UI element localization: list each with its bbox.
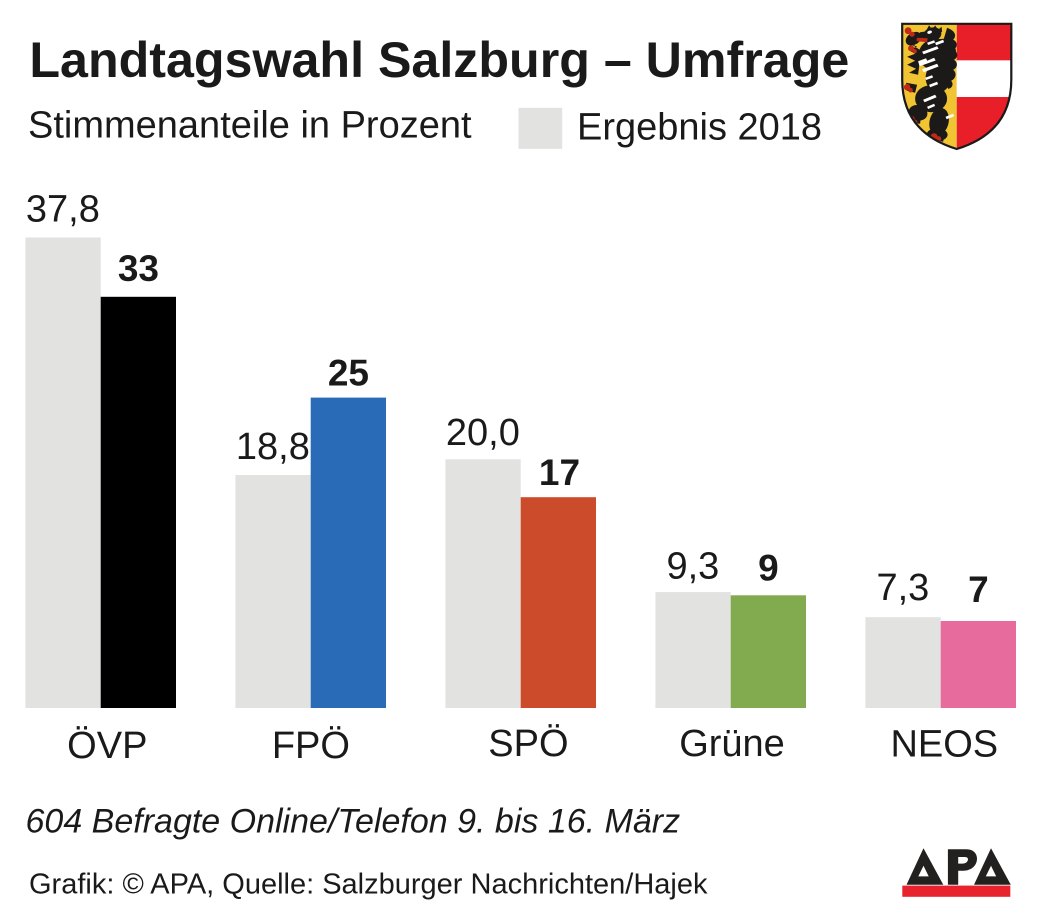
svg-text:7: 7 [968,569,989,610]
svg-text:604 Befragte Online/Telefon 9.: 604 Befragte Online/Telefon 9. bis 16. M… [26,803,681,841]
svg-text:17: 17 [539,452,580,493]
svg-text:20,0: 20,0 [446,412,520,454]
svg-text:Stimmenanteile in Prozent: Stimmenanteile in Prozent [28,105,472,147]
svg-text:Ergebnis 2018: Ergebnis 2018 [577,106,822,148]
svg-text:33: 33 [118,248,159,289]
svg-text:SPÖ: SPÖ [488,723,568,765]
svg-text:9,3: 9,3 [666,546,719,588]
svg-text:18,8: 18,8 [236,426,310,468]
svg-text:ÖVP: ÖVP [67,725,147,767]
svg-text:NEOS: NEOS [890,724,998,766]
svg-text:25: 25 [328,353,369,394]
svg-text:Landtagswahl Salzburg – Umfrag: Landtagswahl Salzburg – Umfrage [29,32,849,88]
svg-text:7,3: 7,3 [876,567,929,609]
svg-text:Grafik: © APA, Quelle: Salzbur: Grafik: © APA, Quelle: Salzburger Nachri… [29,868,708,900]
svg-text:FPÖ: FPÖ [272,725,350,767]
svg-text:9: 9 [758,547,779,588]
svg-text:37,8: 37,8 [26,188,100,230]
svg-text:Grüne: Grüne [679,723,785,765]
